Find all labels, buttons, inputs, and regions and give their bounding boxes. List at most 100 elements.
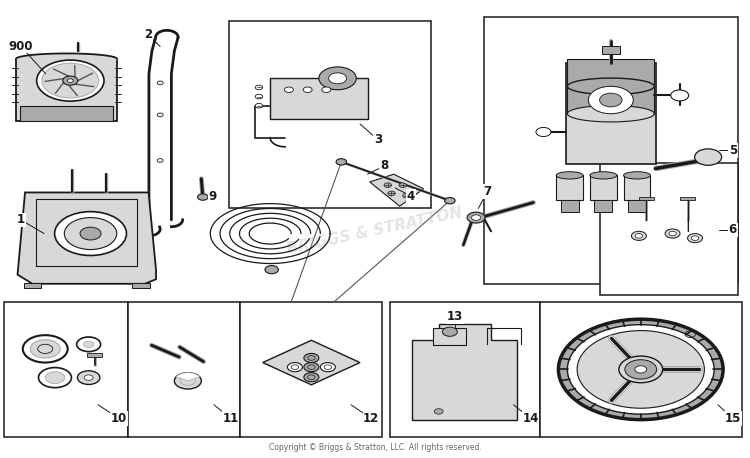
Circle shape <box>336 158 346 165</box>
Circle shape <box>303 87 312 93</box>
Bar <box>568 59 654 114</box>
Bar <box>623 175 650 201</box>
Circle shape <box>599 93 622 107</box>
Text: 6: 6 <box>729 224 737 236</box>
Polygon shape <box>370 174 424 206</box>
Text: 4: 4 <box>406 190 415 202</box>
Circle shape <box>559 319 723 420</box>
Circle shape <box>442 327 458 336</box>
Ellipse shape <box>556 172 583 179</box>
Bar <box>240 302 382 437</box>
Text: 1: 1 <box>16 213 25 226</box>
Text: BRIGGS & STRATTON: BRIGGS & STRATTON <box>286 205 464 257</box>
Text: 15: 15 <box>724 412 741 425</box>
Polygon shape <box>16 59 117 120</box>
Text: 8: 8 <box>380 159 388 173</box>
Circle shape <box>42 63 99 98</box>
Circle shape <box>174 373 201 389</box>
Bar <box>390 302 540 437</box>
Circle shape <box>287 363 302 372</box>
Text: 14: 14 <box>523 412 539 425</box>
Text: 10: 10 <box>111 412 127 425</box>
Bar <box>561 201 578 212</box>
Wedge shape <box>176 373 200 381</box>
Ellipse shape <box>568 105 654 122</box>
Bar <box>590 175 616 201</box>
Circle shape <box>665 229 680 238</box>
Bar <box>20 106 113 120</box>
Circle shape <box>304 354 319 363</box>
Circle shape <box>255 104 262 108</box>
Circle shape <box>388 191 395 196</box>
Circle shape <box>84 375 93 380</box>
Circle shape <box>467 212 485 223</box>
Circle shape <box>669 231 676 236</box>
Circle shape <box>619 356 662 383</box>
Circle shape <box>320 363 335 372</box>
Circle shape <box>568 325 714 414</box>
Circle shape <box>158 81 164 85</box>
Circle shape <box>384 183 392 187</box>
Bar <box>23 283 41 289</box>
Circle shape <box>55 212 127 256</box>
Bar <box>628 201 646 212</box>
Text: 900: 900 <box>9 40 33 53</box>
Bar <box>128 302 240 437</box>
Bar <box>229 21 431 208</box>
Circle shape <box>68 79 74 82</box>
Circle shape <box>64 218 117 250</box>
Polygon shape <box>262 340 360 385</box>
Circle shape <box>319 67 356 90</box>
Circle shape <box>63 76 78 85</box>
Circle shape <box>625 360 657 379</box>
Circle shape <box>688 234 703 243</box>
Text: 11: 11 <box>223 412 238 425</box>
Circle shape <box>255 94 262 99</box>
Polygon shape <box>17 192 156 284</box>
Circle shape <box>265 266 278 274</box>
Circle shape <box>670 90 688 101</box>
Circle shape <box>445 197 455 204</box>
Circle shape <box>588 86 633 114</box>
Bar <box>599 163 738 295</box>
Circle shape <box>694 149 721 165</box>
Text: 12: 12 <box>363 412 380 425</box>
Bar <box>132 283 150 289</box>
Bar <box>4 302 128 437</box>
Ellipse shape <box>568 78 654 94</box>
Circle shape <box>322 87 331 93</box>
Bar <box>484 16 738 284</box>
Circle shape <box>284 87 293 93</box>
Circle shape <box>472 215 481 220</box>
Circle shape <box>45 372 64 383</box>
Circle shape <box>30 340 60 358</box>
Ellipse shape <box>590 172 616 179</box>
Circle shape <box>434 409 443 414</box>
Bar <box>639 196 654 200</box>
Bar <box>87 354 102 357</box>
Text: 3: 3 <box>374 133 382 147</box>
Bar <box>594 201 612 212</box>
Circle shape <box>304 373 319 382</box>
Circle shape <box>632 231 646 240</box>
Circle shape <box>80 227 101 240</box>
Circle shape <box>158 158 164 162</box>
Bar <box>540 302 742 437</box>
Circle shape <box>304 363 319 372</box>
Bar <box>566 64 656 164</box>
Circle shape <box>255 85 262 90</box>
Bar <box>602 46 619 55</box>
Circle shape <box>635 234 643 238</box>
Bar <box>433 328 466 344</box>
Circle shape <box>536 127 551 136</box>
Circle shape <box>634 366 646 373</box>
Text: 5: 5 <box>729 144 737 157</box>
Circle shape <box>692 236 699 240</box>
Text: 13: 13 <box>447 310 464 323</box>
Circle shape <box>158 113 164 117</box>
Circle shape <box>37 60 104 101</box>
Bar <box>556 175 583 201</box>
Circle shape <box>83 341 94 348</box>
Bar <box>270 78 368 120</box>
Ellipse shape <box>623 172 650 179</box>
